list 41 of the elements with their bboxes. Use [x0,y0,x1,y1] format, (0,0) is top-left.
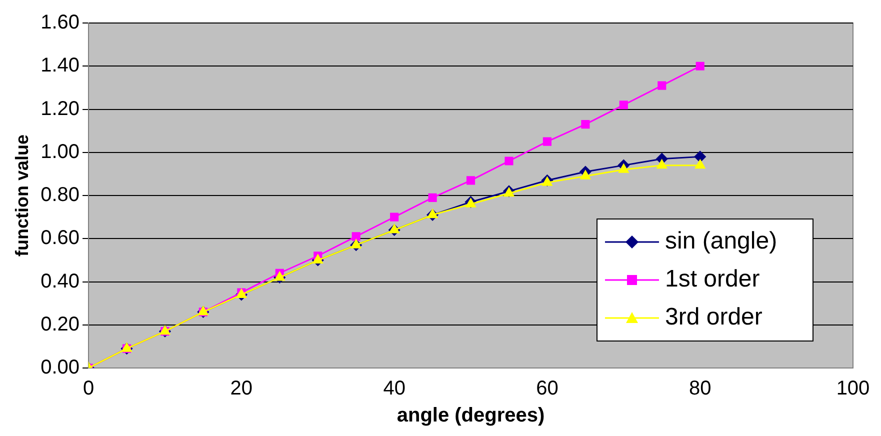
y-tick-label: 0.00 [40,356,80,379]
y-tick-label: 1.00 [40,140,80,163]
point [618,164,629,173]
legend-label: 1st order [665,266,760,293]
y-tick-label: 1.40 [40,54,80,77]
y-tick-label: 1.20 [40,98,80,120]
point [274,272,285,281]
x-tick-label: 0 [82,378,94,400]
legend-label: 3rd order [665,304,762,331]
point [580,170,591,180]
y-tick-label: 0.80 [40,184,80,206]
point [389,224,400,234]
point [428,193,437,202]
point [619,100,628,110]
y-axis-title: function value [12,134,32,257]
point [694,150,706,162]
x-tick-label: 100 [836,378,870,400]
point [658,81,666,90]
point [351,239,362,248]
point [466,176,476,185]
point [504,188,514,197]
y-tick-label: 0.60 [40,227,80,250]
point [695,160,706,169]
y-tick-label: 1.60 [40,12,80,34]
x-tick-label: 20 [230,378,253,400]
x-axis-title: angle (degrees) [396,404,545,427]
x-tick-label: 40 [383,378,406,400]
point [390,212,399,222]
y-tick-label: 0.40 [40,270,80,292]
point [542,137,552,146]
y-tick-label: 0.20 [40,313,80,336]
legend-label: sin (angle) [665,228,778,255]
point [656,160,667,169]
point [312,254,323,264]
x-tick-label: 80 [688,378,712,400]
x-tick-label: 60 [536,378,558,400]
point [352,232,360,241]
point [427,209,438,218]
point [504,156,514,166]
point [581,120,590,129]
point [696,62,704,70]
